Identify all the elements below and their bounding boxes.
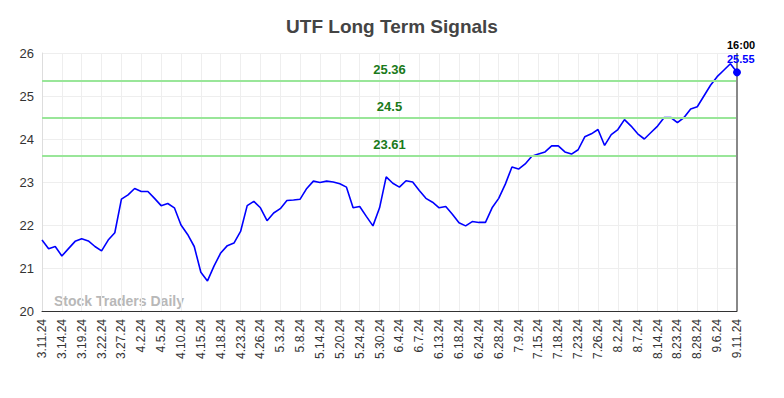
svg-text:20: 20 xyxy=(20,304,34,319)
svg-text:5.14.24: 5.14.24 xyxy=(313,319,327,359)
svg-text:4.26.24: 4.26.24 xyxy=(253,319,267,359)
svg-text:23: 23 xyxy=(20,175,34,190)
svg-text:24: 24 xyxy=(20,132,34,147)
svg-text:8.28.24: 8.28.24 xyxy=(690,319,704,359)
svg-text:4.18.24: 4.18.24 xyxy=(214,319,228,359)
svg-text:24.5: 24.5 xyxy=(377,99,402,114)
svg-text:21: 21 xyxy=(20,261,34,276)
svg-text:Stock Traders Daily: Stock Traders Daily xyxy=(54,293,184,309)
svg-text:6.7.24: 6.7.24 xyxy=(412,319,426,353)
svg-text:8.14.24: 8.14.24 xyxy=(651,319,665,359)
svg-text:3.27.24: 3.27.24 xyxy=(114,319,128,359)
svg-text:8.23.24: 8.23.24 xyxy=(670,319,684,359)
svg-text:3.22.24: 3.22.24 xyxy=(95,319,109,359)
svg-text:5.24.24: 5.24.24 xyxy=(353,319,367,359)
svg-text:5.20.24: 5.20.24 xyxy=(333,319,347,359)
svg-text:4.5.24: 4.5.24 xyxy=(154,319,168,353)
svg-text:25.36: 25.36 xyxy=(373,62,406,77)
svg-text:25: 25 xyxy=(20,89,34,104)
svg-text:7.18.24: 7.18.24 xyxy=(551,319,565,359)
svg-text:6.18.24: 6.18.24 xyxy=(452,319,466,359)
svg-text:7.26.24: 7.26.24 xyxy=(591,319,605,359)
svg-text:6.28.24: 6.28.24 xyxy=(492,319,506,359)
svg-text:16:00: 16:00 xyxy=(727,39,755,51)
svg-text:7.23.24: 7.23.24 xyxy=(571,319,585,359)
svg-text:23.61: 23.61 xyxy=(373,137,406,152)
svg-text:6.24.24: 6.24.24 xyxy=(472,319,486,359)
svg-text:3.11.24: 3.11.24 xyxy=(35,319,49,358)
svg-text:6.13.24: 6.13.24 xyxy=(432,319,446,359)
svg-text:7.15.24: 7.15.24 xyxy=(531,319,545,359)
svg-text:9.6.24: 9.6.24 xyxy=(710,319,724,353)
svg-text:5.30.24: 5.30.24 xyxy=(373,319,387,359)
svg-text:4.15.24: 4.15.24 xyxy=(194,319,208,359)
svg-text:4.2.24: 4.2.24 xyxy=(134,319,148,353)
svg-text:5.3.24: 5.3.24 xyxy=(273,319,287,353)
svg-text:3.14.24: 3.14.24 xyxy=(55,319,69,359)
svg-text:7.9.24: 7.9.24 xyxy=(512,319,526,353)
svg-text:8.2.24: 8.2.24 xyxy=(611,319,625,353)
svg-text:5.8.24: 5.8.24 xyxy=(293,319,307,353)
svg-text:25.55: 25.55 xyxy=(727,53,755,65)
svg-text:UTF Long Term Signals: UTF Long Term Signals xyxy=(286,16,498,37)
svg-text:9.11.24: 9.11.24 xyxy=(730,319,744,358)
svg-text:26: 26 xyxy=(20,46,34,61)
svg-text:4.23.24: 4.23.24 xyxy=(234,319,248,359)
svg-text:4.10.24: 4.10.24 xyxy=(174,319,188,359)
svg-text:8.7.24: 8.7.24 xyxy=(631,319,645,353)
svg-text:3.19.24: 3.19.24 xyxy=(75,319,89,359)
svg-text:22: 22 xyxy=(20,218,34,233)
svg-text:6.4.24: 6.4.24 xyxy=(392,319,406,353)
